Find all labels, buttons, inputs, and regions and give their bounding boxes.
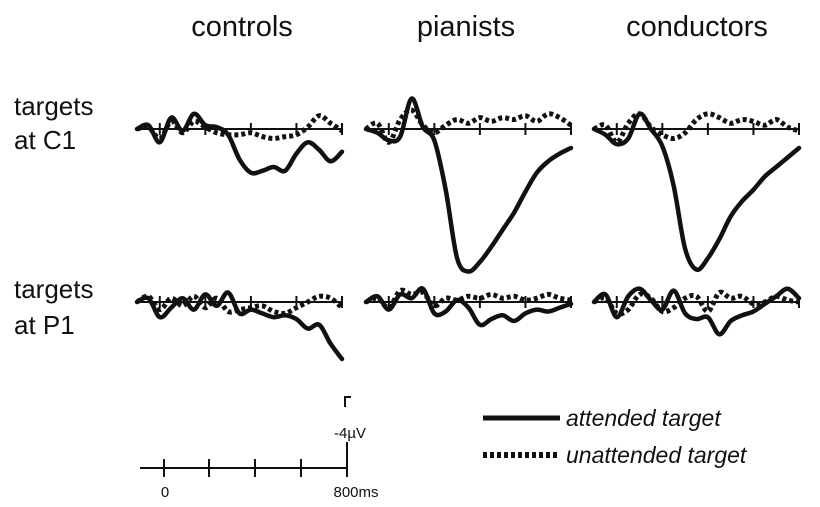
column-title-controls: controls <box>191 11 293 43</box>
attended-trace <box>363 286 574 328</box>
scale-label-end: 800ms <box>333 484 378 501</box>
scale-bar: 0 800ms -4µV <box>140 396 379 501</box>
row-label-c1-line2: at C1 <box>14 125 76 155</box>
scale-amplitude-top-mark <box>344 396 351 407</box>
scale-label-zero: 0 <box>161 484 169 501</box>
unattended-trace <box>364 107 573 145</box>
row-label-c1-line1: targets <box>14 91 94 121</box>
panel-group <box>134 96 802 362</box>
panel-controls-row1 <box>134 111 345 176</box>
unattended-trace <box>135 293 344 317</box>
row-label-p1-line2: at P1 <box>14 310 75 340</box>
attended-trace <box>591 286 802 337</box>
panel-controls-row2 <box>134 290 345 362</box>
attended-trace <box>134 111 345 176</box>
attended-trace <box>134 290 345 362</box>
row-label-p1-line1: targets <box>14 274 94 304</box>
legend: attended target unattended target <box>483 405 748 468</box>
panel-conductors-row2 <box>591 286 802 337</box>
attended-trace <box>591 111 802 273</box>
column-title-conductors: conductors <box>626 11 768 43</box>
panel-conductors-row1 <box>591 111 802 273</box>
unattended-trace <box>592 111 800 145</box>
unattended-trace <box>136 113 344 141</box>
unattended-trace <box>365 287 572 311</box>
legend-label-attended: attended target <box>566 405 722 431</box>
legend-label-unattended: unattended target <box>566 442 748 468</box>
scale-label-amplitude: -4µV <box>334 425 366 442</box>
attended-trace <box>363 96 574 274</box>
panel-pianists-row2 <box>363 286 574 328</box>
panel-pianists-row1 <box>363 96 574 274</box>
column-title-pianists: pianists <box>417 11 515 43</box>
